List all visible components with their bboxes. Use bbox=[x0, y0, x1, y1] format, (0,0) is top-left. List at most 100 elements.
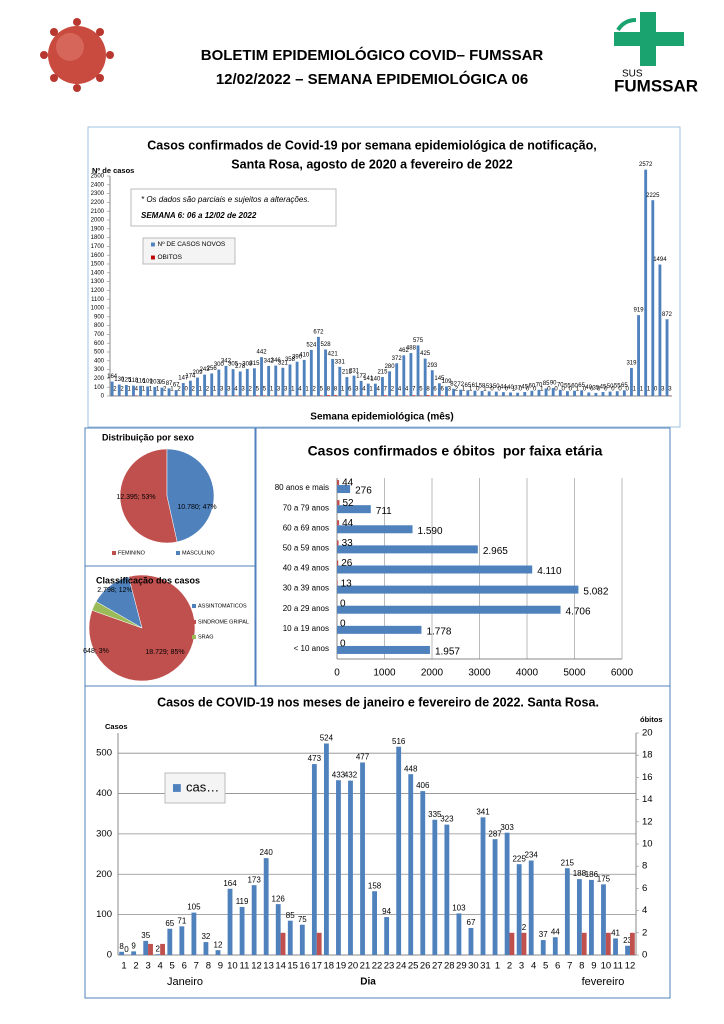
data-label: 5 bbox=[419, 387, 423, 393]
data-label: 65 bbox=[578, 383, 585, 389]
bar bbox=[252, 368, 256, 396]
bar bbox=[412, 395, 416, 396]
data-label: 287 bbox=[488, 829, 502, 838]
y-axis-title: Casos bbox=[105, 722, 128, 731]
bar bbox=[552, 937, 558, 955]
data-label: 0 bbox=[490, 387, 494, 393]
data-label: 44 bbox=[342, 478, 354, 489]
bar bbox=[395, 363, 399, 396]
y-tick-label: 200 bbox=[94, 376, 105, 382]
data-label: 2 bbox=[455, 387, 459, 393]
data-label: 308 bbox=[242, 361, 253, 367]
data-label: 1 bbox=[462, 387, 466, 393]
data-label: 358 bbox=[285, 357, 296, 363]
data-label: 321 bbox=[278, 360, 289, 366]
x-tick-label: 25 bbox=[408, 961, 419, 972]
data-label: 67 bbox=[467, 918, 476, 927]
bar bbox=[337, 525, 413, 534]
bar bbox=[437, 383, 441, 396]
bar bbox=[203, 374, 207, 396]
bar bbox=[433, 395, 437, 396]
y-tick-label: 20 a 29 anos bbox=[283, 604, 329, 613]
bar bbox=[338, 366, 342, 396]
data-label: 3 bbox=[241, 387, 245, 393]
chart-title: Casos confirmados e óbitos por faixa etá… bbox=[308, 443, 603, 459]
data-label: 18.729; 85% bbox=[145, 649, 184, 656]
bar bbox=[537, 389, 541, 396]
data-label: 0 bbox=[526, 387, 530, 393]
data-label: 2 bbox=[192, 387, 196, 393]
bar bbox=[336, 780, 341, 955]
bar bbox=[613, 938, 618, 955]
virus-spike bbox=[106, 51, 114, 59]
data-label: 0 bbox=[561, 387, 565, 393]
data-label: 1 bbox=[341, 387, 345, 393]
data-label: 0 bbox=[618, 387, 622, 393]
bar bbox=[384, 917, 390, 955]
data-label: 44 bbox=[342, 518, 354, 529]
y-tick-label: 100 bbox=[94, 385, 105, 391]
bar bbox=[494, 391, 498, 396]
data-label: 82 bbox=[450, 381, 457, 387]
x-tick-label: 4 bbox=[158, 961, 163, 972]
bar bbox=[622, 390, 626, 396]
data-label: 4.706 bbox=[566, 606, 591, 617]
data-label: 1 bbox=[199, 387, 203, 393]
data-label: 372 bbox=[392, 356, 403, 362]
data-label: 147 bbox=[178, 376, 189, 382]
data-label: 172 bbox=[356, 373, 367, 379]
y-tick-label: 80 anos e mais bbox=[275, 483, 329, 492]
bar bbox=[373, 383, 377, 396]
data-label: 174 bbox=[185, 373, 196, 379]
virus-spike bbox=[40, 51, 48, 59]
legend-label: cas… bbox=[186, 779, 219, 794]
data-label: 0 bbox=[340, 639, 346, 650]
y-tick-label: 2400 bbox=[91, 182, 105, 188]
legend-label: Nº DE CASOS NOVOS bbox=[158, 241, 226, 248]
data-label: 188 bbox=[573, 869, 587, 878]
data-label: 126 bbox=[272, 894, 286, 903]
data-label: 44 bbox=[500, 385, 507, 391]
logo: SUS FUMSSAR bbox=[614, 12, 698, 95]
bar bbox=[530, 390, 534, 396]
bar bbox=[167, 388, 171, 396]
bar bbox=[124, 385, 128, 396]
bar bbox=[383, 395, 387, 396]
data-label: 3 bbox=[448, 387, 452, 393]
data-label: 6 bbox=[433, 387, 437, 393]
y-tick-label: 14 bbox=[642, 794, 653, 805]
bar bbox=[409, 353, 413, 396]
bar bbox=[388, 371, 391, 396]
data-label: 164 bbox=[107, 374, 118, 380]
bar bbox=[516, 392, 520, 396]
data-label: 1 bbox=[647, 387, 651, 393]
bar bbox=[191, 912, 197, 955]
y-tick-label: 2 bbox=[642, 927, 647, 938]
bar bbox=[160, 387, 164, 396]
data-label: 341 bbox=[476, 807, 490, 816]
data-label: 32 bbox=[201, 932, 210, 941]
y-tick-label: 1800 bbox=[91, 235, 105, 241]
bar bbox=[334, 395, 337, 396]
bar bbox=[509, 932, 515, 955]
bar bbox=[615, 391, 619, 396]
data-label: 1 bbox=[512, 387, 516, 393]
data-label: 44 bbox=[551, 927, 560, 936]
data-label: 140 bbox=[370, 376, 381, 382]
data-label: 2 bbox=[248, 387, 252, 393]
data-label: 335 bbox=[428, 810, 442, 819]
x-tick-label: 22 bbox=[372, 961, 383, 972]
data-label: 12 bbox=[214, 940, 223, 949]
x-tick-label: 12 bbox=[251, 961, 262, 972]
x-tick-label: 0 bbox=[334, 668, 340, 679]
bar bbox=[267, 365, 271, 396]
x-tick-label: 26 bbox=[420, 961, 431, 972]
data-label: 1.957 bbox=[435, 647, 460, 658]
bar bbox=[540, 940, 546, 955]
chart-title: Casos confirmados de Covid-19 por semana… bbox=[147, 138, 596, 152]
chart-title: Santa Rosa, agosto de 2020 a fevereiro d… bbox=[231, 157, 512, 171]
data-label: 215 bbox=[377, 370, 388, 376]
data-label: 442 bbox=[257, 350, 268, 356]
bar bbox=[263, 858, 269, 955]
